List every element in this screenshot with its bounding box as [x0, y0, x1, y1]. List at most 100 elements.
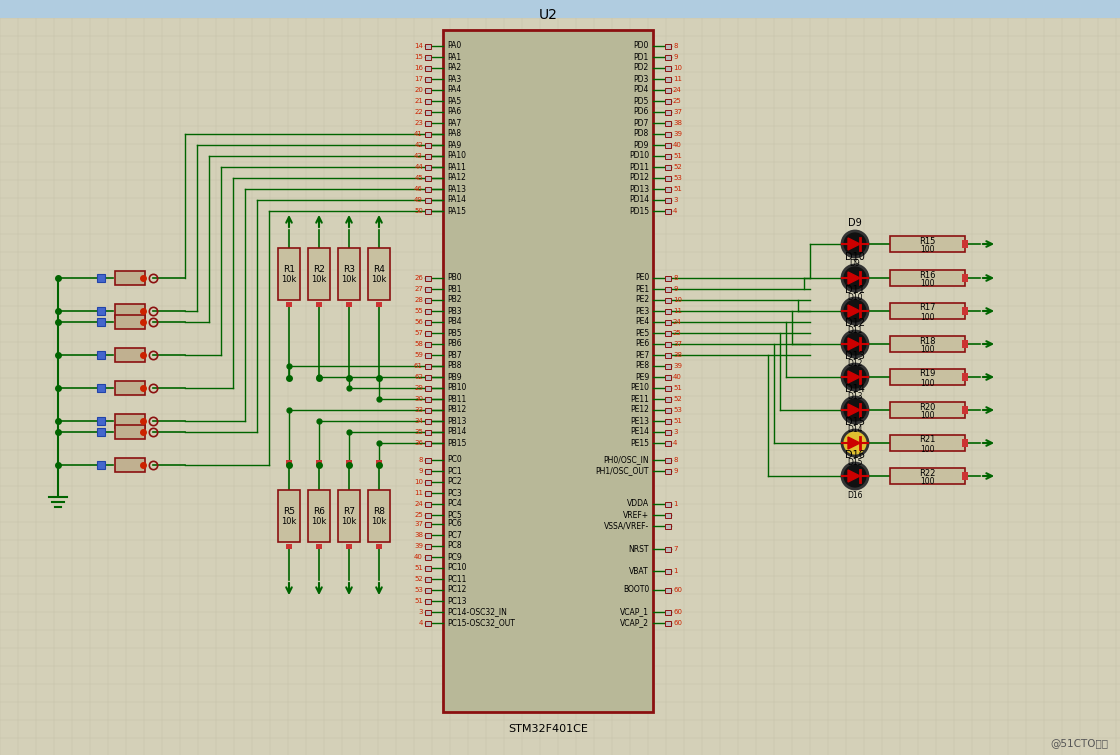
Polygon shape	[848, 272, 860, 284]
Bar	[665, 99, 671, 104]
Bar	[424, 480, 431, 485]
Bar	[424, 342, 431, 347]
Circle shape	[842, 298, 868, 324]
Text: 10: 10	[673, 65, 682, 71]
Bar	[424, 469, 431, 474]
Text: PE2: PE2	[635, 295, 648, 304]
Text: PE0: PE0	[635, 273, 648, 282]
Text: 10k: 10k	[281, 517, 297, 526]
Bar	[665, 408, 671, 413]
Bar	[424, 458, 431, 463]
Text: R6: R6	[312, 507, 325, 516]
Bar	[424, 287, 431, 292]
Text: PC9: PC9	[447, 553, 461, 562]
Text: PA6: PA6	[447, 107, 461, 116]
Bar	[665, 110, 671, 115]
Bar	[890, 236, 965, 252]
Text: 9: 9	[673, 54, 678, 60]
Text: 11: 11	[673, 308, 682, 314]
Bar	[97, 318, 105, 326]
Polygon shape	[848, 371, 860, 383]
Text: 11: 11	[414, 490, 423, 496]
Text: R8: R8	[373, 507, 385, 516]
Text: 46: 46	[414, 186, 423, 192]
Text: PD0: PD0	[634, 42, 648, 51]
Text: VCAP_1: VCAP_1	[620, 608, 648, 617]
Bar	[424, 209, 431, 214]
Bar	[424, 522, 431, 527]
Text: R20: R20	[920, 402, 935, 411]
Bar	[962, 274, 968, 282]
Polygon shape	[848, 305, 860, 317]
Circle shape	[842, 463, 868, 489]
Text: 8: 8	[673, 457, 678, 463]
Bar	[890, 336, 965, 352]
Text: 100: 100	[921, 346, 935, 355]
Text: 53: 53	[673, 175, 682, 181]
Text: 22: 22	[414, 109, 423, 115]
Circle shape	[842, 331, 868, 357]
Text: D9: D9	[848, 218, 862, 228]
Bar	[665, 77, 671, 82]
Bar	[665, 209, 671, 214]
Text: 27: 27	[414, 286, 423, 292]
Text: R3: R3	[343, 264, 355, 273]
Text: 36: 36	[414, 440, 423, 446]
Text: 61: 61	[414, 363, 423, 369]
Bar	[424, 331, 431, 336]
Text: 24: 24	[414, 501, 423, 507]
Bar	[424, 88, 431, 93]
Bar	[890, 270, 965, 286]
Text: 100: 100	[921, 245, 935, 254]
Text: 1: 1	[673, 501, 678, 507]
Bar	[665, 276, 671, 281]
Text: PB6: PB6	[447, 340, 461, 349]
Bar	[97, 351, 105, 359]
Text: 9: 9	[419, 468, 423, 474]
Bar	[890, 468, 965, 484]
Text: 58: 58	[414, 341, 423, 347]
Bar	[665, 547, 671, 552]
Text: PE12: PE12	[631, 405, 648, 414]
Text: D11: D11	[846, 285, 865, 295]
Polygon shape	[848, 238, 860, 250]
Bar	[115, 425, 144, 439]
Bar	[424, 66, 431, 71]
Text: PE10: PE10	[629, 384, 648, 393]
Bar	[665, 287, 671, 292]
Bar	[115, 271, 144, 285]
Text: PD7: PD7	[634, 119, 648, 128]
Text: PD5: PD5	[634, 97, 648, 106]
Text: PB11: PB11	[447, 395, 466, 403]
Text: R21: R21	[920, 436, 935, 445]
Bar	[962, 340, 968, 348]
Text: 15: 15	[414, 54, 423, 60]
Bar	[424, 165, 431, 170]
Text: 37: 37	[673, 341, 682, 347]
Text: 100: 100	[921, 411, 935, 421]
Bar	[665, 121, 671, 126]
Bar	[424, 121, 431, 126]
Text: PC0: PC0	[447, 455, 461, 464]
Text: 100: 100	[921, 477, 935, 486]
Text: BOOT0: BOOT0	[623, 585, 648, 594]
Text: PA12: PA12	[447, 174, 466, 183]
Bar	[424, 375, 431, 380]
Bar	[424, 397, 431, 402]
Text: PC4: PC4	[447, 500, 461, 509]
Text: PH1/OSC_OUT: PH1/OSC_OUT	[596, 467, 648, 476]
Text: PC2: PC2	[447, 477, 461, 486]
Text: D10: D10	[846, 252, 865, 262]
Text: PA1: PA1	[447, 53, 461, 61]
Bar	[346, 460, 352, 465]
Text: PE5: PE5	[635, 328, 648, 337]
Text: 56: 56	[414, 319, 423, 325]
Bar	[424, 55, 431, 60]
Bar	[424, 364, 431, 369]
Text: R22: R22	[920, 469, 935, 477]
Bar	[665, 621, 671, 626]
Bar	[424, 533, 431, 538]
Text: PA14: PA14	[447, 196, 466, 205]
Text: 24: 24	[673, 319, 682, 325]
Bar	[665, 375, 671, 380]
